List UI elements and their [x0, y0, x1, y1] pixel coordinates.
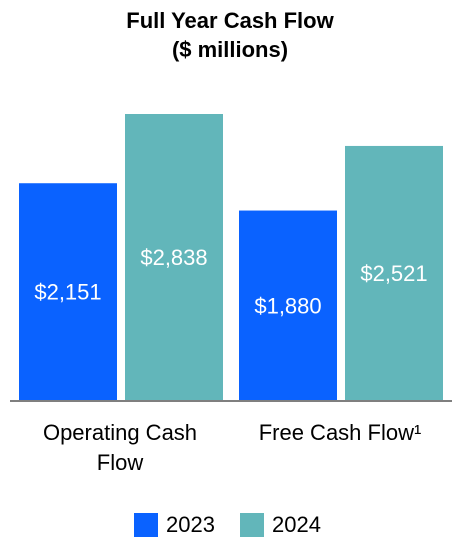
chart-title: Full Year Cash Flow	[126, 8, 334, 33]
legend-swatch-2023	[134, 513, 158, 537]
legend-item-2024: 2024	[240, 510, 321, 540]
category-label-line: Flow	[96, 450, 144, 475]
legend-label-2024: 2024	[272, 512, 321, 537]
category-label-line: Free Cash Flow¹	[258, 420, 422, 445]
bar-2024-free-cash-flow	[345, 145, 443, 400]
legend-swatch-2024	[240, 513, 264, 537]
bar-2023-free-cash-flow	[239, 210, 337, 400]
bar-2023-operating-cash-flow	[19, 183, 117, 400]
legend-item-2023: 2023	[134, 510, 215, 540]
legend-label-2023: 2023	[166, 512, 215, 537]
data-label-2023-operating-cash-flow: $2,151	[34, 280, 101, 305]
data-label-2024-free-cash-flow: $2,521	[360, 261, 427, 286]
chart-subtitle: ($ millions)	[171, 37, 289, 62]
data-label-2023-free-cash-flow: $1,880	[254, 293, 321, 318]
data-label-2024-operating-cash-flow: $2,838	[140, 245, 207, 270]
legend: 2023 2024	[0, 510, 460, 540]
category-label-line: Operating Cash	[42, 420, 198, 445]
bar-2024-operating-cash-flow	[125, 114, 223, 400]
category-label-free-cash-flow: Free Cash Flow¹	[230, 418, 450, 448]
category-label-operating-cash-flow: Operating Cash Flow	[20, 418, 220, 478]
